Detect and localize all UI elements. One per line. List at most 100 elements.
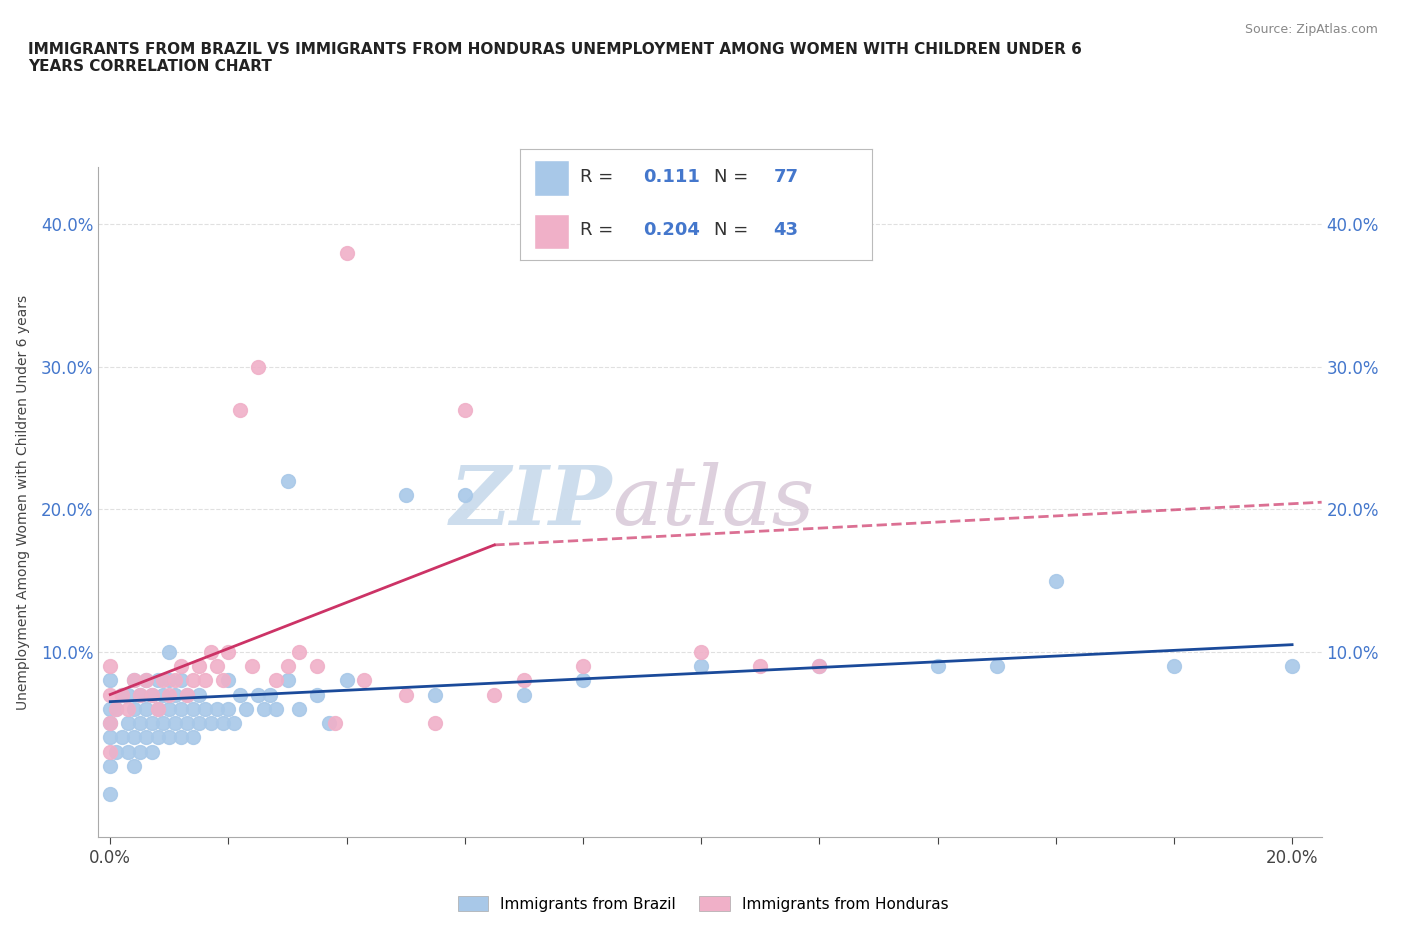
Point	[1045, 573, 1067, 588]
Point	[98, 787, 121, 802]
Point	[135, 672, 157, 687]
Point	[253, 701, 276, 716]
Point	[165, 672, 187, 687]
Point	[122, 730, 145, 745]
Point	[152, 687, 174, 702]
Text: 43: 43	[773, 221, 799, 239]
Point	[454, 487, 477, 502]
Point	[170, 672, 193, 687]
Text: 77: 77	[773, 167, 799, 186]
Point	[246, 359, 269, 374]
Point	[288, 644, 311, 659]
Point	[323, 715, 346, 730]
Point	[235, 701, 257, 716]
Point	[98, 672, 121, 687]
Point	[152, 715, 174, 730]
Point	[170, 730, 193, 745]
Point	[288, 701, 311, 716]
Point	[98, 744, 121, 759]
Point	[194, 701, 217, 716]
Point	[264, 701, 287, 716]
Text: IMMIGRANTS FROM BRAZIL VS IMMIGRANTS FROM HONDURAS UNEMPLOYMENT AMONG WOMEN WITH: IMMIGRANTS FROM BRAZIL VS IMMIGRANTS FRO…	[28, 42, 1083, 74]
Point	[307, 687, 329, 702]
Point	[146, 730, 169, 745]
Point	[141, 687, 163, 702]
Point	[425, 687, 447, 702]
Point	[454, 402, 477, 417]
Text: R =: R =	[581, 221, 619, 239]
Point	[98, 715, 121, 730]
Text: Source: ZipAtlas.com: Source: ZipAtlas.com	[1244, 23, 1378, 36]
Point	[122, 758, 145, 773]
Point	[157, 672, 180, 687]
Point	[217, 701, 239, 716]
Point	[141, 715, 163, 730]
Point	[484, 687, 506, 702]
Point	[690, 644, 713, 659]
Point	[200, 715, 222, 730]
Point	[205, 658, 228, 673]
Point	[170, 658, 193, 673]
Point	[176, 687, 198, 702]
Point	[749, 658, 772, 673]
Point	[200, 644, 222, 659]
Point	[513, 672, 536, 687]
Point	[111, 687, 134, 702]
Point	[98, 687, 121, 702]
Text: R =: R =	[581, 167, 619, 186]
Point	[128, 687, 150, 702]
Point	[395, 687, 418, 702]
Text: N =: N =	[714, 221, 754, 239]
Point	[259, 687, 281, 702]
Point	[808, 658, 831, 673]
Point	[276, 658, 298, 673]
Point	[122, 672, 145, 687]
Point	[157, 687, 180, 702]
Point	[165, 687, 187, 702]
Point	[98, 715, 121, 730]
Point	[194, 672, 217, 687]
Point	[128, 744, 150, 759]
Point	[318, 715, 340, 730]
Point	[157, 730, 180, 745]
Point	[176, 715, 198, 730]
Point	[229, 402, 252, 417]
Point	[513, 687, 536, 702]
Point	[808, 658, 831, 673]
Point	[98, 701, 121, 716]
Point	[98, 658, 121, 673]
Point	[111, 730, 134, 745]
Point	[229, 687, 252, 702]
Point	[276, 672, 298, 687]
Point	[205, 701, 228, 716]
Text: N =: N =	[714, 167, 754, 186]
Point	[141, 687, 163, 702]
Point	[146, 701, 169, 716]
Point	[176, 687, 198, 702]
Text: atlas: atlas	[612, 462, 814, 542]
Point	[135, 730, 157, 745]
Point	[105, 701, 128, 716]
Point	[264, 672, 287, 687]
Y-axis label: Unemployment Among Women with Children Under 6 years: Unemployment Among Women with Children U…	[15, 295, 30, 710]
Point	[307, 658, 329, 673]
Point	[211, 715, 233, 730]
Point	[117, 701, 139, 716]
Point	[135, 701, 157, 716]
Text: ZIP: ZIP	[450, 462, 612, 542]
Point	[117, 715, 139, 730]
Point	[181, 701, 204, 716]
Point	[128, 687, 150, 702]
Point	[276, 473, 298, 488]
Point	[986, 658, 1008, 673]
Point	[224, 715, 246, 730]
Point	[353, 672, 375, 687]
Legend: Immigrants from Brazil, Immigrants from Honduras: Immigrants from Brazil, Immigrants from …	[451, 889, 955, 918]
Point	[1281, 658, 1303, 673]
Point	[425, 715, 447, 730]
FancyBboxPatch shape	[534, 214, 569, 249]
Point	[187, 658, 209, 673]
Point	[98, 730, 121, 745]
Point	[146, 701, 169, 716]
Point	[1163, 658, 1185, 673]
